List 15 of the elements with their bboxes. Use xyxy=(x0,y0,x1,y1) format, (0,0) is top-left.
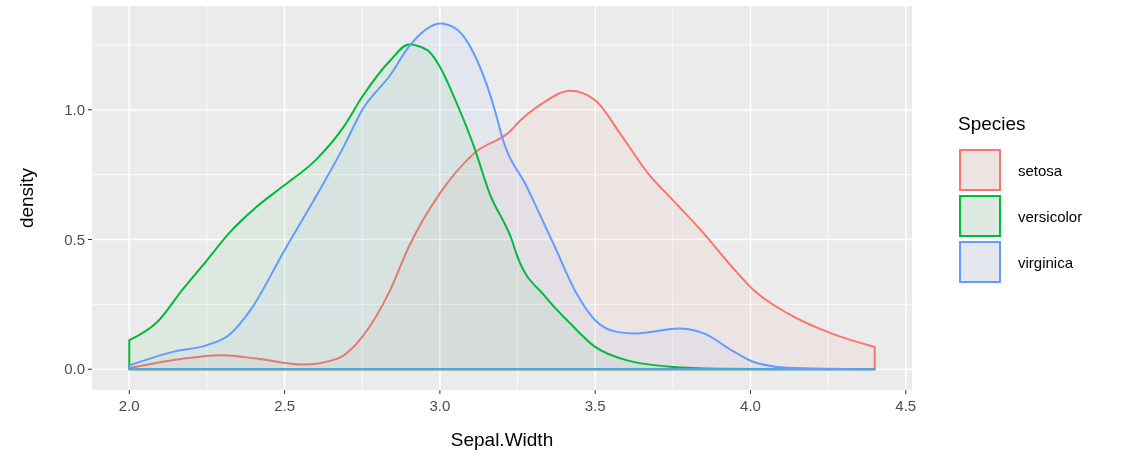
x-tick-label: 3.0 xyxy=(429,397,451,414)
y-tick-label: 0.5 xyxy=(64,230,85,248)
y-axis-title: density xyxy=(16,167,37,229)
y-tick-label: 0.0 xyxy=(64,360,85,378)
text: versicolor xyxy=(1018,208,1083,225)
text: virginica xyxy=(1018,254,1074,271)
y-tick-label: 1.0 xyxy=(64,100,85,118)
x-tick-label: 4.5 xyxy=(895,397,917,414)
x-tick-label: 2.5 xyxy=(274,397,296,414)
x-tick-label: 4.0 xyxy=(740,397,761,414)
x-tick-label: 3.5 xyxy=(584,397,606,414)
x-tick-label: 2.0 xyxy=(118,397,140,414)
legend-title: Species xyxy=(958,113,1026,134)
x-axis-title: Sepal.Width xyxy=(450,429,554,450)
text: setosa xyxy=(1018,162,1063,179)
